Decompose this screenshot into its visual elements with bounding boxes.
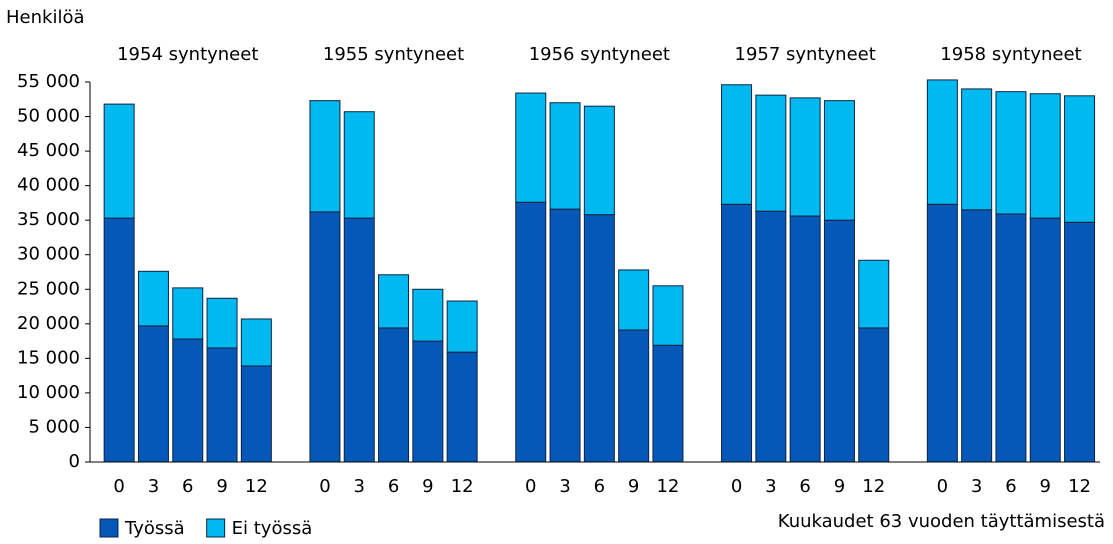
bar-segment bbox=[172, 287, 204, 340]
bar-segment bbox=[1064, 221, 1096, 463]
x-tick-label: 12 bbox=[656, 476, 679, 497]
bar-segment bbox=[240, 318, 272, 367]
y-tick-label: 15 000 bbox=[17, 347, 80, 368]
y-tick-label: 35 000 bbox=[17, 209, 80, 230]
x-tick-label: 0 bbox=[525, 476, 536, 497]
y-tick-label: 5 000 bbox=[28, 416, 80, 437]
bar-segment bbox=[583, 214, 615, 463]
legend-label: Ei työssä bbox=[232, 518, 313, 539]
bar-segment bbox=[309, 100, 341, 213]
x-tick-label: 0 bbox=[731, 476, 742, 497]
bar-segment bbox=[995, 213, 1027, 463]
bar-segment bbox=[652, 285, 684, 346]
x-tick-label: 6 bbox=[594, 476, 605, 497]
x-tick-label: 3 bbox=[765, 476, 776, 497]
bar-segment bbox=[1029, 217, 1061, 463]
x-tick-label: 9 bbox=[628, 476, 639, 497]
bar-segment bbox=[618, 329, 650, 463]
bar-segment bbox=[378, 327, 410, 463]
bar-segment bbox=[206, 347, 238, 463]
x-tick-label: 9 bbox=[834, 476, 845, 497]
bar-segment bbox=[446, 351, 478, 463]
bar-segment bbox=[926, 203, 958, 463]
x-tick-label: 3 bbox=[971, 476, 982, 497]
bar-segment bbox=[137, 325, 169, 463]
x-tick-label: 9 bbox=[422, 476, 433, 497]
bar-segment bbox=[446, 300, 478, 353]
bar-segment bbox=[343, 217, 375, 463]
x-tick-label: 3 bbox=[559, 476, 570, 497]
x-tick-label: 9 bbox=[1040, 476, 1051, 497]
x-axis-label: Kuukaudet 63 vuoden täyttämisestä bbox=[778, 511, 1105, 532]
bar-segment bbox=[755, 210, 787, 463]
x-tick-label: 12 bbox=[451, 476, 474, 497]
y-tick-label: 55 000 bbox=[17, 71, 80, 92]
y-tick-label: 40 000 bbox=[17, 175, 80, 196]
group-label: 1954 syntyneet bbox=[117, 44, 258, 65]
bar-segment bbox=[823, 100, 855, 221]
bar-segment bbox=[961, 88, 993, 211]
y-tick-label: 45 000 bbox=[17, 140, 80, 161]
bar-segment bbox=[206, 297, 238, 349]
legend-swatch bbox=[206, 518, 226, 538]
x-tick-label: 6 bbox=[182, 476, 193, 497]
bar-segment bbox=[412, 340, 444, 463]
x-tick-label: 0 bbox=[113, 476, 124, 497]
bar-segment bbox=[343, 111, 375, 219]
group-label: 1956 syntyneet bbox=[529, 44, 670, 65]
bar-segment bbox=[721, 84, 753, 205]
bar-segment bbox=[172, 338, 204, 463]
y-tick-label: 30 000 bbox=[17, 244, 80, 265]
bar-segment bbox=[103, 103, 135, 219]
bar-segment bbox=[858, 327, 890, 463]
legend-label: Työssä bbox=[124, 518, 185, 539]
bar-segment bbox=[309, 211, 341, 463]
legend-swatch bbox=[99, 518, 119, 538]
bar-segment bbox=[618, 269, 650, 331]
bar-segment bbox=[721, 203, 753, 463]
bar-segment bbox=[549, 102, 581, 210]
group-label: 1958 syntyneet bbox=[940, 44, 1081, 65]
x-tick-label: 0 bbox=[937, 476, 948, 497]
bar-segment bbox=[961, 209, 993, 463]
y-tick-label: 20 000 bbox=[17, 313, 80, 334]
bar-segment bbox=[412, 288, 444, 342]
group-label: 1955 syntyneet bbox=[323, 44, 464, 65]
x-tick-label: 3 bbox=[148, 476, 159, 497]
bar-segment bbox=[823, 219, 855, 463]
bar-segment bbox=[378, 274, 410, 329]
bar-segment bbox=[103, 217, 135, 463]
bar-segment bbox=[240, 365, 272, 463]
y-axis-label: Henkilöä bbox=[6, 7, 85, 28]
bar-segment bbox=[652, 344, 684, 463]
group-label: 1957 syntyneet bbox=[735, 44, 876, 65]
y-tick-label: 10 000 bbox=[17, 382, 80, 403]
x-tick-label: 6 bbox=[1005, 476, 1016, 497]
bar-segment bbox=[583, 105, 615, 216]
x-tick-label: 6 bbox=[388, 476, 399, 497]
x-tick-label: 3 bbox=[354, 476, 365, 497]
bar-segment bbox=[789, 97, 821, 217]
y-tick-label: 25 000 bbox=[17, 278, 80, 299]
x-tick-label: 12 bbox=[862, 476, 885, 497]
bar-segment bbox=[755, 94, 787, 212]
x-tick-label: 6 bbox=[799, 476, 810, 497]
bar-segment bbox=[1029, 93, 1061, 219]
bar-segment bbox=[789, 215, 821, 463]
bar-segment bbox=[1064, 95, 1096, 223]
bar-segment bbox=[995, 91, 1027, 215]
x-tick-label: 0 bbox=[319, 476, 330, 497]
bar-segment bbox=[858, 259, 890, 329]
bar-segment bbox=[926, 79, 958, 205]
y-tick-label: 50 000 bbox=[17, 106, 80, 127]
y-tick-label: 0 bbox=[69, 451, 80, 472]
bar-segment bbox=[515, 92, 547, 203]
bar-segment bbox=[137, 270, 169, 327]
x-tick-label: 12 bbox=[245, 476, 268, 497]
x-tick-label: 12 bbox=[1068, 476, 1091, 497]
bar-segment bbox=[549, 208, 581, 463]
x-tick-label: 9 bbox=[216, 476, 227, 497]
bar-segment bbox=[515, 201, 547, 463]
